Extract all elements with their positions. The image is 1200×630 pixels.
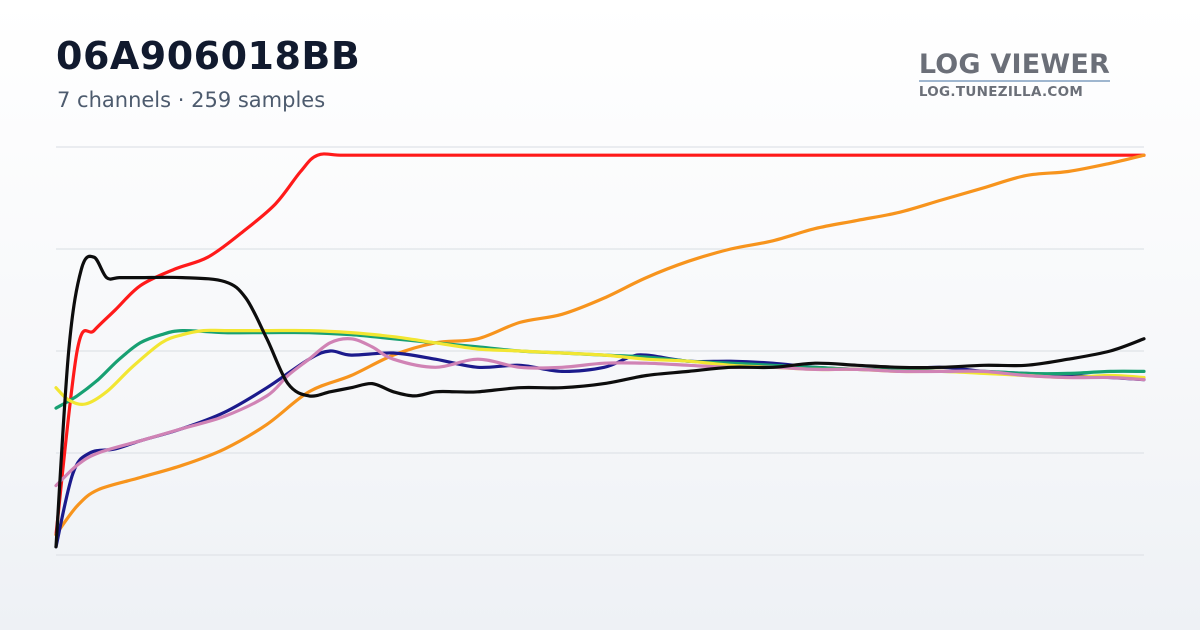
- series-line-7[interactable]: [54, 254, 1146, 549]
- page-title: 06A906018BB: [56, 34, 361, 78]
- brand-name: LOG VIEWER: [918, 49, 1110, 82]
- series-line-1[interactable]: [54, 152, 1146, 537]
- series-line-3[interactable]: [54, 349, 1146, 549]
- series-line-2[interactable]: [54, 153, 1146, 537]
- chart-subtitle: 7 channels · 259 samples: [57, 88, 326, 112]
- brand-logo[interactable]: LOG VIEWER LOG.TUNEZILLA.COM: [918, 49, 1110, 100]
- series-line-6[interactable]: [54, 337, 1146, 488]
- brand-url: LOG.TUNEZILLA.COM: [918, 84, 1084, 100]
